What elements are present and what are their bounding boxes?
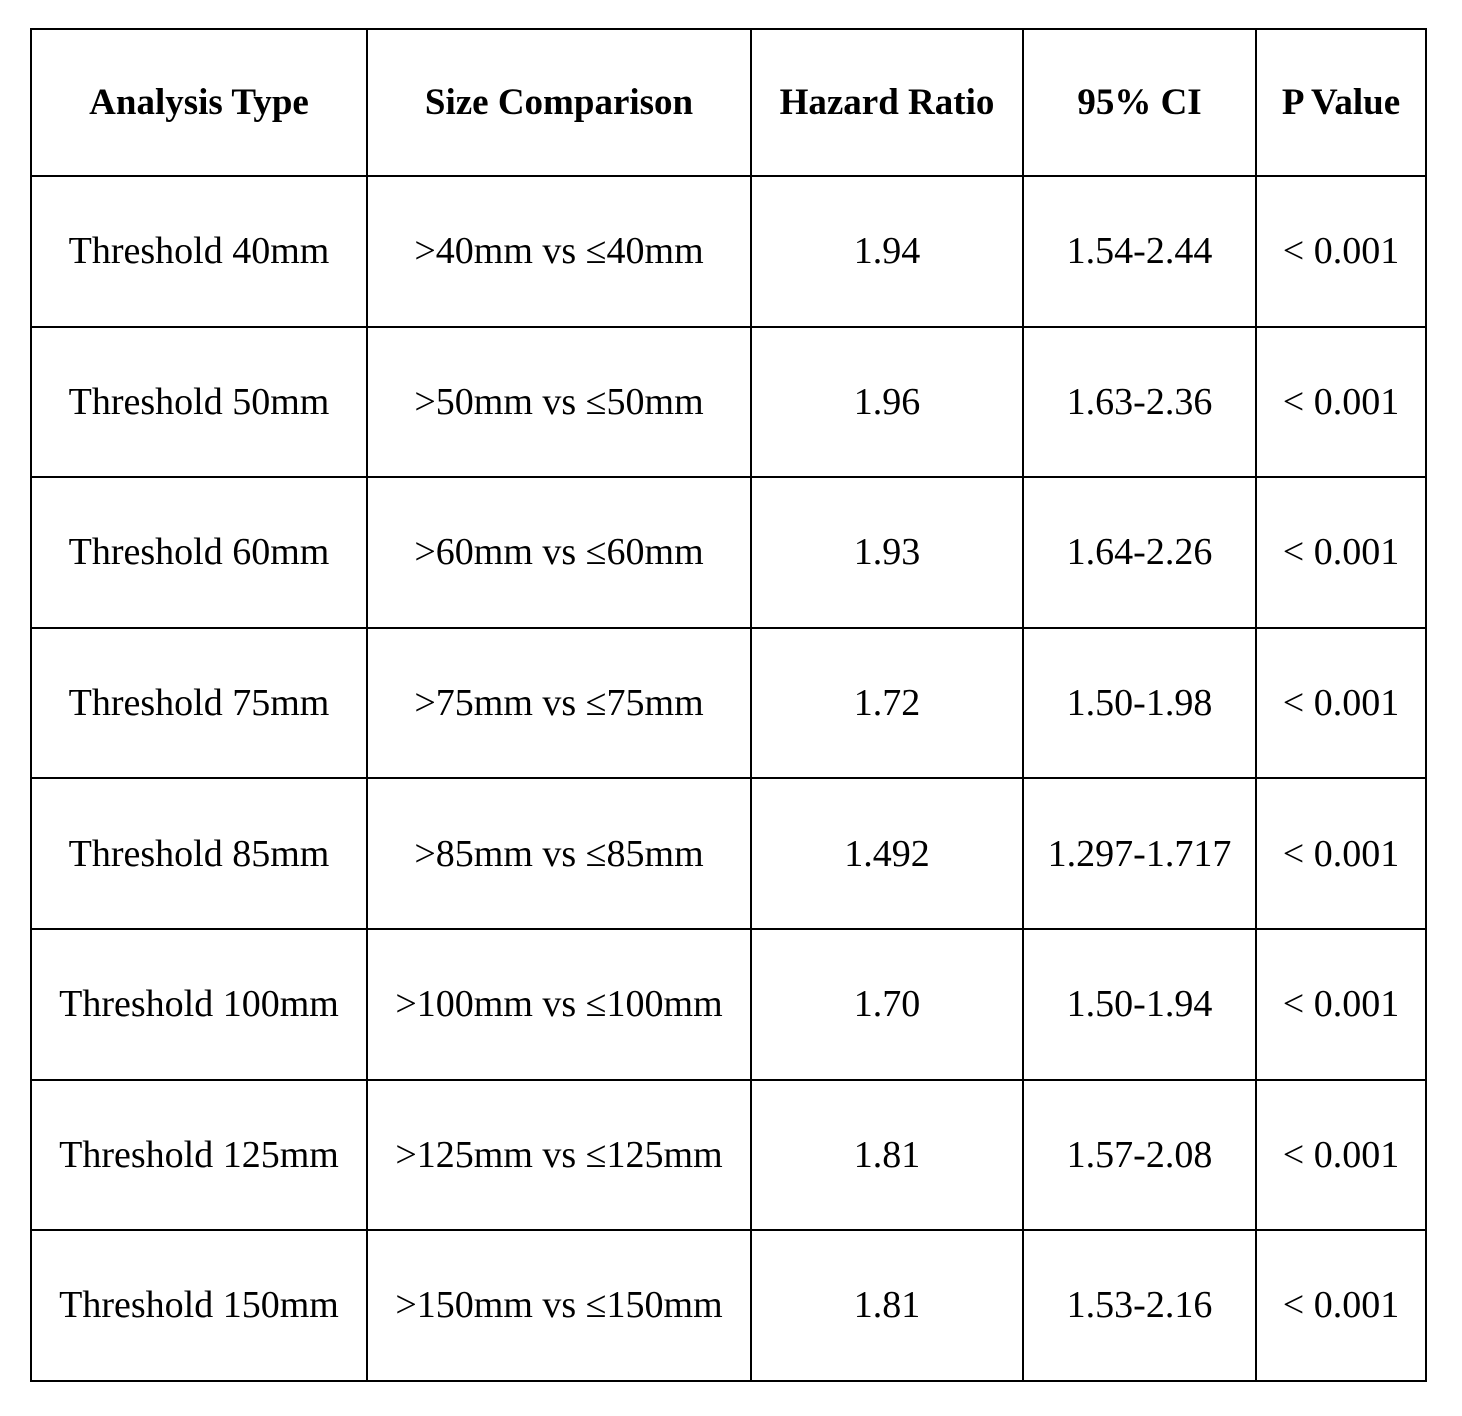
- table-cell: >60mm vs ≤60mm: [366, 476, 752, 629]
- table-cell: 1.50-1.94: [1022, 927, 1257, 1081]
- table-cell: >50mm vs ≤50mm: [366, 325, 752, 479]
- table-cell: Threshold 75mm: [30, 626, 368, 780]
- table-cell: 1.53-2.16: [1022, 1229, 1257, 1382]
- table-cell: Threshold 125mm: [30, 1078, 368, 1232]
- header-cell: Size Comparison: [366, 28, 752, 177]
- table-cell: >85mm vs ≤85mm: [366, 777, 752, 930]
- table-cell: Threshold 60mm: [30, 476, 368, 629]
- table-cell: 1.72: [750, 626, 1024, 780]
- table-cell: 1.63-2.36: [1022, 325, 1257, 479]
- table-cell: < 0.001: [1255, 777, 1427, 930]
- table-cell: 1.81: [750, 1078, 1024, 1232]
- table-cell: < 0.001: [1255, 1229, 1427, 1382]
- table-cell: >150mm vs ≤150mm: [366, 1229, 752, 1382]
- table-cell: < 0.001: [1255, 1078, 1427, 1232]
- table-cell: 1.54-2.44: [1022, 175, 1257, 328]
- table-cell: < 0.001: [1255, 927, 1427, 1081]
- table-cell: < 0.001: [1255, 325, 1427, 479]
- table-cell: 1.492: [750, 777, 1024, 930]
- table-cell: 1.297-1.717: [1022, 777, 1257, 930]
- table-cell: >40mm vs ≤40mm: [366, 175, 752, 328]
- header-cell: Hazard Ratio: [750, 28, 1024, 177]
- header-row: Analysis Type Size Comparison Hazard Ratio…: [30, 28, 1427, 177]
- table-cell: 1.64-2.26: [1022, 476, 1257, 629]
- table-cell: >100mm vs ≤100mm: [366, 927, 752, 1081]
- table-cell: 1.81: [750, 1229, 1024, 1382]
- table-row: Threshold 40mm >40mm vs ≤40mm 1.94 1.54-2.4…: [30, 175, 1427, 328]
- table-cell: 1.93: [750, 476, 1024, 629]
- table-cell: Threshold 100mm: [30, 927, 368, 1081]
- table-cell: 1.96: [750, 325, 1024, 479]
- table-row: Threshold 75mm >75mm vs ≤75mm 1.72 1.50-1.9…: [30, 626, 1427, 780]
- table-cell: 1.94: [750, 175, 1024, 328]
- table-row: Threshold 125mm >125mm vs ≤125mm 1.81 1.57-…: [30, 1078, 1427, 1232]
- table-row: Threshold 50mm >50mm vs ≤50mm 1.96 1.63-2.3…: [30, 325, 1427, 479]
- table-row: Threshold 60mm >60mm vs ≤60mm 1.93 1.64-2.2…: [30, 476, 1427, 629]
- table-cell: < 0.001: [1255, 626, 1427, 780]
- table-cell: 1.57-2.08: [1022, 1078, 1257, 1232]
- table-row: Threshold 150mm >150mm vs ≤150mm 1.81 1.53-…: [30, 1229, 1427, 1382]
- table-cell: >125mm vs ≤125mm: [366, 1078, 752, 1232]
- table-row: Threshold 100mm >100mm vs ≤100mm 1.70 1.50-…: [30, 927, 1427, 1081]
- results-table: Analysis Type Size Comparison Hazard Ratio…: [30, 28, 1427, 1382]
- table-row: Threshold 85mm >85mm vs ≤85mm 1.492 1.297-1…: [30, 777, 1427, 930]
- table-cell: >75mm vs ≤75mm: [366, 626, 752, 780]
- table-cell: 1.70: [750, 927, 1024, 1081]
- table-cell: < 0.001: [1255, 175, 1427, 328]
- table-cell: Threshold 50mm: [30, 325, 368, 479]
- header-cell: Analysis Type: [30, 28, 368, 177]
- header-cell: P Value: [1255, 28, 1427, 177]
- table-cell: Threshold 85mm: [30, 777, 368, 930]
- table-head: Analysis Type Size Comparison Hazard Ratio…: [30, 28, 1427, 177]
- table-cell: Threshold 150mm: [30, 1229, 368, 1382]
- header-cell: 95% CI: [1022, 28, 1257, 177]
- table-cell: < 0.001: [1255, 476, 1427, 629]
- table-cell: 1.50-1.98: [1022, 626, 1257, 780]
- table-body: Threshold 40mm >40mm vs ≤40mm 1.94 1.54-2.4…: [30, 175, 1427, 1382]
- table-cell: Threshold 40mm: [30, 175, 368, 328]
